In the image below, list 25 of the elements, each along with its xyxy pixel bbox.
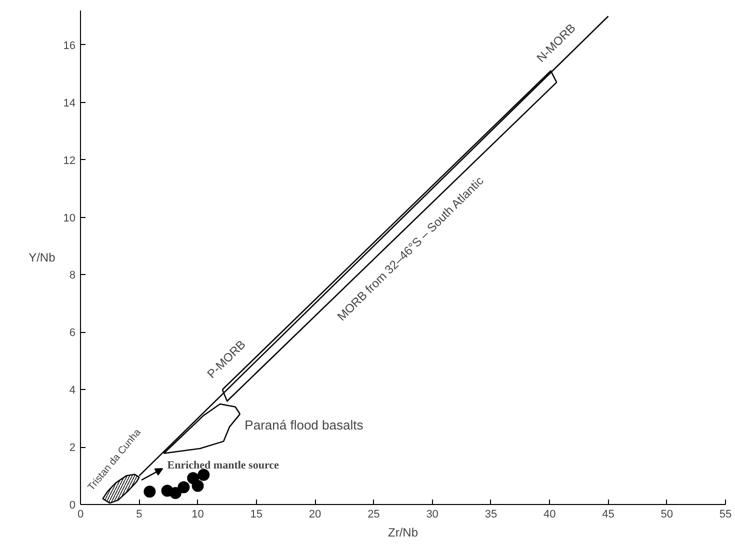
y-tick-label: 16: [63, 40, 76, 52]
y-tick-label: 2: [69, 442, 76, 454]
x-tick-label: 50: [660, 508, 673, 520]
y-axis-title: Y/Nb: [28, 250, 56, 264]
y-tick-label: 12: [63, 154, 76, 167]
x-tick-label: 20: [308, 508, 322, 520]
y-tick-label: 4: [69, 384, 76, 397]
y-tick-label: 10: [63, 212, 76, 224]
x-tick-label: 55: [719, 508, 732, 520]
x-tick-label: 25: [368, 508, 380, 520]
annotation: Paraná flood basalts: [244, 418, 364, 433]
x-axis-title: Zr/Nb: [388, 526, 418, 540]
x-tick-label: 15: [250, 508, 263, 520]
x-tick-label: 5: [136, 508, 142, 520]
x-tick-label: 45: [602, 508, 614, 520]
y-tick-label: 6: [69, 327, 76, 340]
x-tick-label: 40: [543, 508, 556, 520]
x-tick-label: 35: [484, 508, 498, 520]
x-tick-label: 0: [77, 508, 84, 520]
y-tick-label: 8: [69, 270, 76, 282]
annotation: Enriched mantle source: [167, 459, 280, 472]
y-tick-label: 14: [63, 97, 76, 110]
x-tick-label: 10: [192, 508, 204, 520]
x-tick-label: 30: [426, 508, 438, 520]
y-tick-label: 0: [69, 500, 76, 512]
